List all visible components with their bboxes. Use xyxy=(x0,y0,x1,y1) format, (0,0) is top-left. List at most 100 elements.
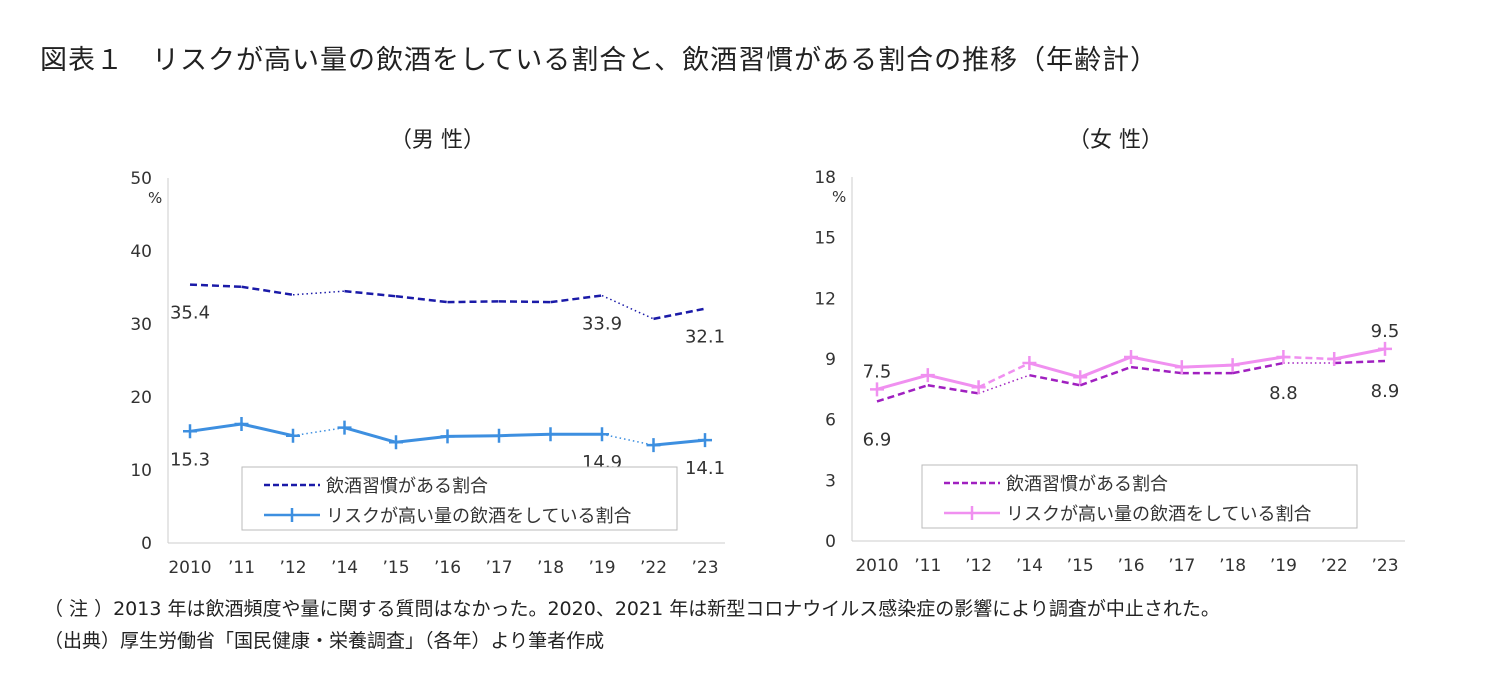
x-tick-label: 2010 xyxy=(168,558,211,578)
x-tick-label: ’15 xyxy=(1067,556,1094,576)
x-tick-label: ’23 xyxy=(691,558,718,578)
y-tick-label: 40 xyxy=(130,242,152,262)
series-1-point xyxy=(440,429,455,444)
series-1-segment xyxy=(1079,355,1132,379)
x-tick-label: ’19 xyxy=(588,558,615,578)
series-1-point xyxy=(1073,370,1088,385)
y-tick-label: 0 xyxy=(141,534,152,554)
series-1-point xyxy=(1276,349,1291,364)
data-label: 32.1 xyxy=(685,327,725,348)
series-1-point xyxy=(920,368,935,383)
series-1-point xyxy=(1174,360,1189,375)
y-tick-label: 15 xyxy=(814,229,836,249)
series-0-segment xyxy=(550,294,603,304)
series-0-segment xyxy=(189,283,242,289)
series-1-segment xyxy=(1232,355,1284,367)
legend-label: リスクが高い量の飲酒をしている割合 xyxy=(326,506,631,527)
y-tick-label: 50 xyxy=(130,169,152,189)
data-label: 6.9 xyxy=(863,429,892,450)
series-0-segment xyxy=(978,374,1030,395)
series-1-point xyxy=(389,435,403,450)
series-1-point xyxy=(1327,352,1342,366)
series-1-point xyxy=(1022,356,1037,371)
x-tick-label: ’12 xyxy=(279,558,306,578)
series-0-segment xyxy=(653,307,706,321)
y-tick-label: 20 xyxy=(130,388,152,408)
figure-title: 図表１ リスクが高い量の飲酒をしている割合と、飲酒習慣がある割合の推移（年齢計） xyxy=(40,45,1159,76)
series-1-point xyxy=(543,427,558,442)
series-1-segment xyxy=(927,373,979,389)
series-1-point xyxy=(286,428,300,443)
series-1-segment xyxy=(292,426,345,437)
series-0-segment xyxy=(1232,361,1284,375)
source: （出典）厚生労働省「国民健康・栄養調査」（各年）より筆者作成 xyxy=(44,630,605,652)
chart-title-male: （男 性） xyxy=(390,128,485,153)
series-1-segment xyxy=(1283,355,1335,361)
legend-label: 飲酒習慣がある割合 xyxy=(326,476,488,497)
series-0-segment xyxy=(876,384,929,403)
data-label: 8.8 xyxy=(1269,383,1298,404)
series-1-segment xyxy=(498,432,551,438)
series-1-point xyxy=(595,427,609,442)
series-1-point xyxy=(1124,349,1138,364)
data-label: 8.9 xyxy=(1371,381,1400,402)
x-tick-label: ’22 xyxy=(1321,556,1348,576)
series-1-segment xyxy=(876,373,929,391)
x-tick-label: ’22 xyxy=(640,558,667,578)
series-1-point xyxy=(870,382,884,397)
legend-label: リスクが高い量の飲酒をしている割合 xyxy=(1006,504,1311,525)
series-0-segment xyxy=(344,289,397,298)
series-0-segment xyxy=(1029,373,1081,387)
series-1-segment xyxy=(189,422,242,433)
x-tick-label: ’19 xyxy=(1270,556,1297,576)
x-tick-label: ’12 xyxy=(965,556,992,576)
chart-title-female: （女 性） xyxy=(1068,128,1163,153)
data-label: 35.4 xyxy=(170,303,210,324)
x-tick-label: ’11 xyxy=(228,558,255,578)
series-1-point xyxy=(646,438,661,453)
x-tick-label: ’16 xyxy=(434,558,461,578)
note: （ 注 ）2013 年は飲酒頻度や量に関する質問はなかった。2020、2021 … xyxy=(44,598,1220,620)
series-1-point xyxy=(492,428,506,443)
data-label: 33.9 xyxy=(582,314,622,335)
y-tick-label: 6 xyxy=(825,411,836,431)
x-tick-label: ’15 xyxy=(382,558,409,578)
series-1-segment xyxy=(447,434,500,438)
series-0-segment xyxy=(292,290,345,296)
legend-label: 飲酒習慣がある割合 xyxy=(1006,474,1168,495)
y-tick-label: 0 xyxy=(825,532,836,552)
series-0-segment xyxy=(447,300,500,304)
y-tick-label: 9 xyxy=(825,350,836,370)
series-1-point xyxy=(1225,358,1240,373)
series-0-segment xyxy=(1334,359,1386,365)
y-tick-label: 12 xyxy=(814,289,836,309)
x-tick-label: ’17 xyxy=(485,558,512,578)
series-1-segment xyxy=(1181,363,1233,369)
series-1-segment xyxy=(344,426,397,444)
series-1-segment xyxy=(653,438,706,447)
data-label: 9.5 xyxy=(1371,321,1400,342)
x-tick-label: ’23 xyxy=(1371,556,1398,576)
x-tick-label: ’14 xyxy=(1016,556,1043,576)
series-1-point xyxy=(183,424,197,439)
series-0-segment xyxy=(498,300,551,304)
y-unit-label: % xyxy=(148,189,162,207)
series-1-point xyxy=(234,417,249,432)
series-1-segment xyxy=(1333,347,1386,361)
x-tick-label: ’17 xyxy=(1168,556,1195,576)
series-0-segment xyxy=(395,295,448,304)
data-label: 14.1 xyxy=(685,458,725,479)
legend-box xyxy=(241,466,678,531)
x-tick-label: ’18 xyxy=(537,558,564,578)
series-1-segment xyxy=(241,422,294,438)
series-1-segment xyxy=(1028,361,1081,379)
series-1-segment xyxy=(978,361,1030,389)
series-0-segment xyxy=(241,285,294,297)
series-0-segment xyxy=(601,294,654,320)
y-unit-label: % xyxy=(832,188,846,206)
y-tick-label: 18 xyxy=(814,168,836,188)
x-tick-label: 2010 xyxy=(855,556,898,576)
series-1-point xyxy=(1378,341,1392,356)
x-tick-label: ’16 xyxy=(1117,556,1144,576)
series-0-segment xyxy=(1130,365,1182,375)
